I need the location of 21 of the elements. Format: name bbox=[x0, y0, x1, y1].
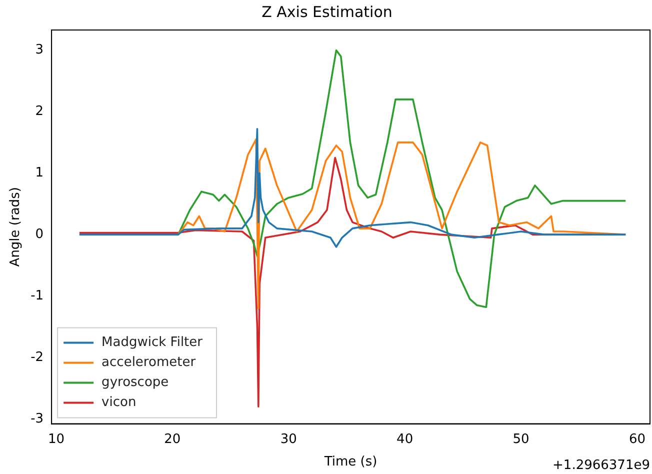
legend-label: accelerometer bbox=[102, 355, 196, 370]
x-tick-label: 10 bbox=[48, 432, 64, 447]
y-tick-label: -2 bbox=[30, 350, 44, 365]
legend-label: Madgwick Filter bbox=[102, 335, 204, 350]
y-tick-label: 3 bbox=[35, 42, 44, 58]
x-tick-label: 20 bbox=[164, 432, 181, 447]
x-axis-title: Time (s) bbox=[323, 454, 378, 470]
x-tick-label: 30 bbox=[280, 432, 297, 447]
y-tick-label: 0 bbox=[35, 226, 44, 242]
text: +1.2966371e9 bbox=[552, 458, 650, 473]
y-tick-label: 2 bbox=[35, 104, 44, 120]
legend-label: gyroscope bbox=[102, 375, 169, 390]
legend-label: vicon bbox=[102, 395, 136, 410]
x-tick-label: 60 bbox=[628, 432, 646, 447]
y-axis-title: Angle (rads) bbox=[8, 187, 24, 267]
y-tick-label: 1 bbox=[35, 166, 44, 181]
x-tick-label: 40 bbox=[396, 432, 414, 447]
y-tick-label: -3 bbox=[30, 411, 44, 426]
x-tick-label: 50 bbox=[512, 432, 530, 447]
y-tick-label: -1 bbox=[30, 288, 44, 304]
chart-title: Z Axis Estimation bbox=[262, 2, 392, 21]
